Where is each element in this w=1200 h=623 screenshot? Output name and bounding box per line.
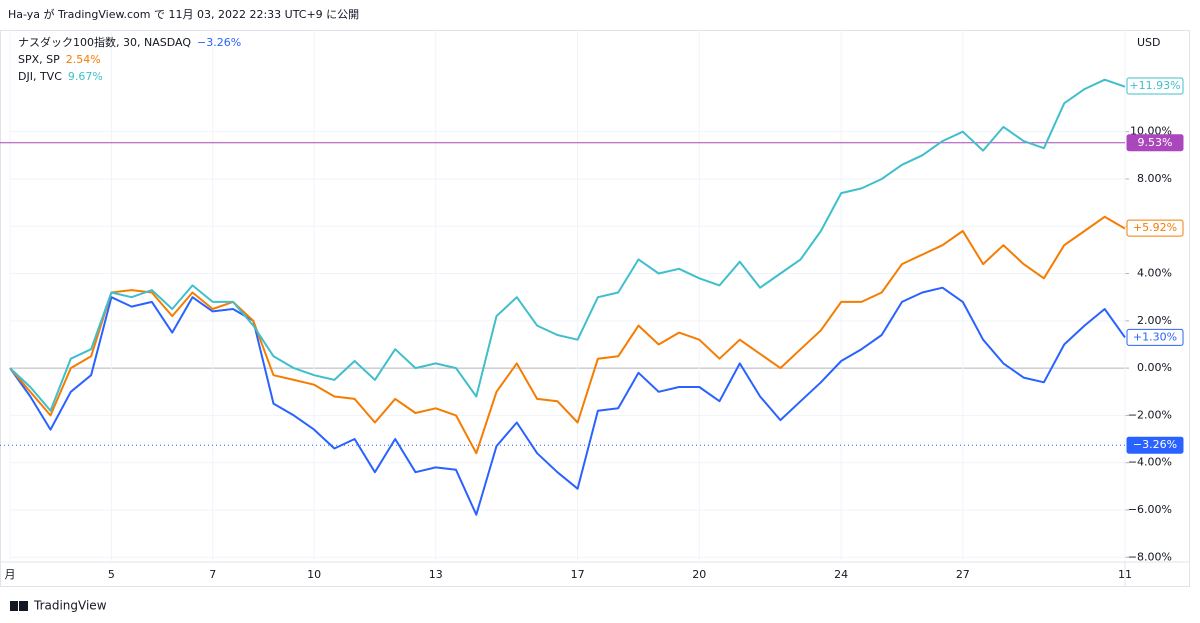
legend-entry: SPX, SP 2.54% bbox=[18, 53, 101, 66]
y-tick-label: −8.00% bbox=[1128, 550, 1172, 563]
y-tick-label: 8.00% bbox=[1137, 172, 1172, 185]
legend-entry: DJI, TVC 9.67% bbox=[18, 70, 103, 83]
y-tick-label: 0.00% bbox=[1137, 361, 1172, 374]
logo bbox=[10, 601, 28, 611]
price-label-text: 9.53% bbox=[1138, 136, 1173, 149]
legend-name: ナスダック100指数, 30, NASDAQ bbox=[18, 35, 191, 49]
x-tick-label: 7 bbox=[209, 568, 216, 581]
series-line bbox=[9, 215, 1126, 455]
legend-name: SPX, SP bbox=[18, 53, 60, 66]
footer: TradingView bbox=[33, 599, 107, 613]
y-tick-label: −4.00% bbox=[1128, 456, 1172, 469]
frame bbox=[0, 30, 1190, 587]
y-tick-label: 2.00% bbox=[1137, 314, 1172, 327]
y-tick-label: −2.00% bbox=[1128, 408, 1172, 421]
legend-change: 2.54% bbox=[66, 53, 101, 66]
price-label-box bbox=[1126, 134, 1184, 152]
legend-name: DJI, TVC bbox=[18, 70, 62, 83]
x-tick-label: 11 bbox=[1118, 568, 1132, 581]
y-tick-label: 4.00% bbox=[1137, 267, 1172, 280]
x-tick-label: 20 bbox=[692, 568, 706, 581]
header: Ha-ya が TradingView.com で 11月 03, 2022 2… bbox=[8, 7, 359, 21]
last-value-label-text: +5.92% bbox=[1133, 221, 1177, 234]
price-label: 9.53% bbox=[1126, 134, 1184, 152]
last-value-label-text: +1.30% bbox=[1133, 330, 1177, 343]
x-tick-label: 24 bbox=[834, 568, 848, 581]
last-value-label: +5.92% bbox=[1126, 219, 1184, 237]
legend-change: −3.26% bbox=[197, 36, 241, 49]
last-value-label: +1.30% bbox=[1126, 328, 1184, 346]
x-tick-label: 月 bbox=[5, 568, 16, 581]
last-value-label: +11.93% bbox=[1126, 77, 1184, 95]
legend-entry: ナスダック100指数, 30, NASDAQ −3.26% bbox=[18, 35, 241, 49]
price-label: −3.26% bbox=[1126, 436, 1184, 454]
x-tick-label: 13 bbox=[429, 568, 443, 581]
last-value-label-text: +11.93% bbox=[1129, 79, 1180, 92]
currency: USD bbox=[1137, 36, 1161, 49]
last-value-label-box bbox=[1126, 77, 1184, 95]
series-line bbox=[9, 286, 1126, 516]
x-tick-label: 17 bbox=[571, 568, 585, 581]
series-line bbox=[9, 78, 1126, 412]
x-tick-label: 10 bbox=[307, 568, 321, 581]
last-value-label-box bbox=[1126, 328, 1184, 346]
last-value-label-box bbox=[1126, 219, 1184, 237]
y-tick-label: −6.00% bbox=[1128, 503, 1172, 516]
x-tick-label: 5 bbox=[108, 568, 115, 581]
legend-change: 9.67% bbox=[68, 70, 103, 83]
price-label-box bbox=[1126, 436, 1184, 454]
price-label-text: −3.26% bbox=[1133, 438, 1177, 451]
x-tick-label: 27 bbox=[956, 568, 970, 581]
